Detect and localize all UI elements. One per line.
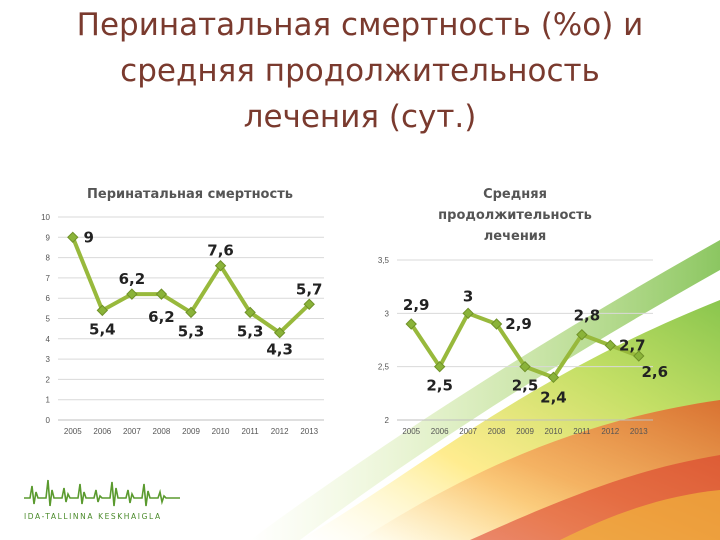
- data-label: 2,6: [641, 363, 668, 381]
- y-tick-label: 7: [46, 274, 51, 283]
- x-tick-label: 2005: [402, 427, 420, 436]
- x-tick-label: 2005: [64, 427, 82, 436]
- chart2-title-line-3: лечения: [484, 229, 547, 244]
- data-point: [244, 306, 256, 319]
- data-point: [433, 360, 446, 373]
- x-tick-label: 2009: [516, 427, 534, 436]
- slide-title: Перинатальная смертность (%о) и средняя …: [0, 2, 720, 140]
- data-point: [214, 260, 227, 272]
- data-label: 2,9: [505, 315, 532, 333]
- x-tick-label: 2008: [488, 427, 506, 436]
- chart2-title-line-2: продолжительность: [438, 208, 592, 223]
- treatment-length-chart: Средняя продолжительность лечения 2 2,5 3 3…: [378, 187, 668, 436]
- y-tick-label: 8: [46, 254, 51, 263]
- y-tick-label: 9: [46, 233, 51, 242]
- y-tick-label: 2: [46, 375, 51, 384]
- data-point: [155, 288, 168, 300]
- data-label: 3: [463, 287, 473, 305]
- data-label: 7,6: [207, 242, 234, 260]
- x-tick-label: 2013: [630, 427, 648, 436]
- data-label: 6,2: [148, 308, 175, 326]
- y-tick-label: 3: [46, 355, 51, 364]
- x-tick-label: 2006: [431, 427, 449, 436]
- data-label: 2,8: [574, 307, 601, 325]
- x-tick-label: 2006: [93, 427, 111, 436]
- y-tick-label: 1: [46, 396, 51, 405]
- data-point: [126, 288, 138, 300]
- perinatal-mortality-chart: Перинатальная смертность 0 1 2 3 4 5 6 7 8 9 10 200…: [41, 187, 324, 436]
- x-tick-label: 2012: [601, 427, 619, 436]
- data-label: 2,9: [403, 296, 430, 314]
- hospital-logo-heartbeat-icon: [24, 479, 180, 507]
- x-tick-label: 2007: [459, 427, 477, 436]
- hospital-logo-text: IDA-TALLINNA KESKHAIGLA: [24, 512, 162, 521]
- data-point: [303, 298, 315, 310]
- chart2-title-line-1: Средняя: [483, 187, 547, 202]
- x-tick-label: 2008: [153, 427, 171, 436]
- chart1-title: Перинатальная смертность: [87, 187, 293, 202]
- data-point: [633, 350, 645, 362]
- data-label: 2,5: [512, 377, 539, 395]
- data-point: [185, 306, 197, 319]
- y-tick-label: 4: [46, 335, 51, 344]
- slide-title-line-3: лечения (сут.): [243, 99, 477, 135]
- data-label: 6,2: [119, 270, 146, 288]
- y-tick-label: 2,5: [378, 363, 390, 372]
- x-tick-label: 2010: [212, 427, 230, 436]
- data-label: 4,3: [266, 341, 293, 359]
- data-label: 2,4: [540, 388, 567, 406]
- data-label: 9: [84, 228, 94, 246]
- data-point: [576, 328, 588, 341]
- data-label: 2,5: [426, 377, 453, 395]
- data-label: 5,4: [89, 320, 116, 338]
- data-label: 2,7: [619, 336, 646, 354]
- data-label: 5,3: [178, 322, 205, 340]
- x-tick-label: 2009: [182, 427, 200, 436]
- y-tick-label: 5: [46, 315, 51, 324]
- x-tick-label: 2011: [242, 427, 260, 436]
- data-label: 5,7: [296, 280, 323, 298]
- data-point: [490, 318, 503, 330]
- data-point: [405, 318, 417, 330]
- data-label: 5,3: [237, 322, 264, 340]
- slide-title-line-2: средняя продолжительность: [120, 53, 600, 89]
- y-tick-label: 3: [385, 309, 390, 318]
- y-tick-label: 3,5: [378, 256, 390, 265]
- data-point: [519, 360, 531, 373]
- data-point: [547, 371, 560, 384]
- data-point: [273, 327, 286, 339]
- data-point: [96, 304, 109, 317]
- x-tick-label: 2007: [123, 427, 141, 436]
- slide-title-line-1: Перинатальная смертность (%о) и: [76, 7, 644, 43]
- data-point: [67, 231, 79, 244]
- x-tick-label: 2012: [271, 427, 289, 436]
- y-tick-label: 2: [385, 416, 390, 425]
- y-tick-label: 0: [46, 416, 51, 425]
- y-tick-label: 10: [41, 213, 50, 222]
- x-tick-label: 2010: [545, 427, 563, 436]
- data-point: [462, 307, 474, 320]
- y-tick-label: 6: [46, 294, 51, 303]
- x-tick-label: 2013: [300, 427, 318, 436]
- data-point: [604, 339, 617, 352]
- x-tick-label: 2011: [573, 427, 591, 436]
